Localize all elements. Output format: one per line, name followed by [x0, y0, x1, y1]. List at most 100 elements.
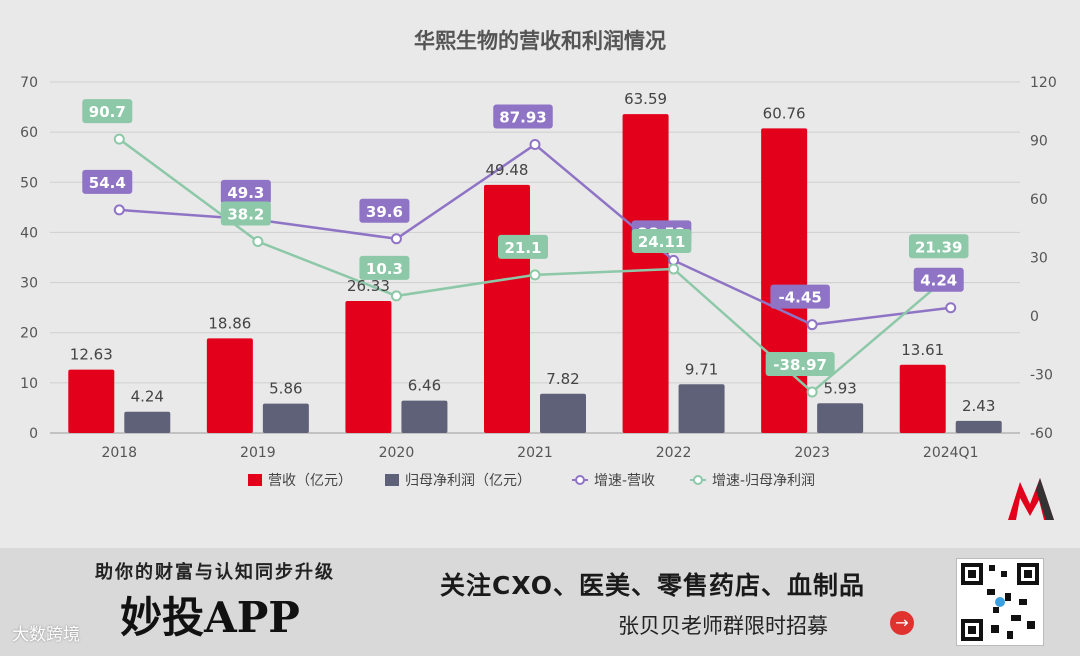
bar: [955, 420, 1002, 433]
bar-data-label: 4.24: [131, 388, 164, 406]
y-right-tick-label: -30: [1030, 368, 1053, 384]
point-data-label: 49.3: [227, 184, 264, 202]
point-data-label: 54.4: [89, 174, 126, 192]
banner-topics: 关注CXO、医美、零售药店、血制品: [440, 571, 865, 600]
legend-entry: 归母净利润（亿元）: [405, 472, 531, 489]
bar: [68, 369, 115, 433]
point-label-box: [220, 201, 271, 226]
watermark: 大数跨境: [12, 625, 80, 645]
y-right-tick-label: 30: [1030, 251, 1048, 267]
bar-data-label: 63.59: [624, 90, 667, 108]
y-left-tick-label: 50: [20, 175, 38, 191]
point-label-box: [913, 267, 964, 292]
bar-data-label: 2.43: [962, 397, 995, 415]
bar-data-label: 12.63: [70, 346, 113, 364]
chart: 华熙生物的营收和利润情况 0 10 20 30 40 50 60 70 -60 -30 0 30 60 9…: [20, 29, 1057, 489]
x-tick-label: 2018: [101, 445, 137, 461]
data-point: [806, 319, 818, 331]
point-data-label: 4.24: [920, 272, 957, 290]
chart-title: 华熙生物的营收和利润情况: [414, 29, 666, 53]
bar: [206, 338, 253, 433]
bar-data-label: 18.86: [208, 314, 251, 332]
bar: [262, 403, 309, 433]
point-data-label: 21.1: [504, 239, 541, 257]
point-label-box: [359, 255, 410, 280]
data-point: [252, 236, 264, 248]
y-right-tick-label: 60: [1030, 192, 1048, 208]
y-right-tick-label: 120: [1030, 75, 1057, 91]
data-point: [945, 302, 957, 314]
point-data-label: 21.39: [915, 238, 962, 256]
point-label-box: [82, 99, 133, 124]
x-tick-label: 2024Q1: [923, 445, 979, 461]
y-left-tick-label: 10: [20, 376, 38, 392]
y-left-tick-label: 60: [20, 125, 38, 141]
data-point: [529, 139, 541, 151]
brand-logo: [1008, 478, 1054, 520]
point-data-label: 38.2: [227, 206, 264, 224]
bar-data-label: 13.61: [901, 341, 944, 359]
point-label-box: [82, 169, 133, 194]
y-left-tick-label: 70: [20, 75, 38, 91]
bar: [401, 400, 448, 433]
point-data-label: 24.11: [638, 233, 685, 251]
point-label-box: [498, 234, 548, 259]
bar: [540, 393, 586, 433]
bar-data-label: 6.46: [408, 377, 441, 395]
banner-slogan: 助你的财富与认知同步升级: [95, 562, 335, 583]
y-left-tick-label: 0: [29, 426, 38, 442]
y-right-tick-label: 0: [1030, 309, 1039, 325]
legend-entry: 营收（亿元）: [268, 473, 352, 489]
point-label-box: [493, 104, 553, 129]
bar: [345, 300, 392, 433]
point-data-label: -38.97: [773, 356, 827, 374]
legend-marker: [693, 475, 703, 485]
bar-data-label: 49.48: [486, 161, 529, 179]
bar: [899, 364, 946, 433]
y-left-tick-label: 20: [20, 326, 38, 342]
bar: [817, 403, 864, 433]
arrow-right-icon: →: [890, 611, 914, 635]
legend-entry: 增速-归母净利润: [712, 472, 815, 489]
bar-data-label: 5.93: [823, 379, 856, 397]
point-label-box: [908, 234, 969, 259]
data-point: [668, 263, 680, 275]
y-left-tick-label: 30: [20, 276, 38, 292]
x-tick-label: 2022: [656, 445, 692, 461]
y-right-tick-label: -60: [1030, 426, 1053, 442]
bar-data-label: 26.33: [347, 277, 390, 295]
y-left-tick-label: 40: [20, 225, 38, 241]
legend-swatch: [385, 474, 399, 486]
point-label-box: [359, 198, 410, 223]
x-tick-label: 2020: [379, 445, 415, 461]
bar: [678, 384, 725, 433]
banner-recruit: 张贝贝老师群限时招募: [618, 614, 828, 638]
data-point: [390, 290, 402, 302]
x-tick-label: 2019: [240, 445, 276, 461]
legend-swatch: [248, 474, 262, 486]
data-point: [806, 386, 818, 398]
point-label-box: [631, 228, 692, 253]
bar-data-label: 5.86: [269, 380, 302, 398]
point-data-label: 90.7: [89, 103, 126, 121]
bar: [484, 184, 530, 433]
point-data-label: 39.6: [366, 203, 403, 221]
x-tick-label: 2021: [517, 445, 553, 461]
bar-data-label: 60.76: [763, 104, 806, 122]
data-point: [390, 233, 402, 245]
promo-banner: 助你的财富与认知同步升级 妙投APP 关注CXO、医美、零售药店、血制品 张贝贝…: [0, 548, 1080, 656]
point-label-box: [220, 179, 271, 204]
data-point: [113, 133, 125, 145]
point-label-box: [765, 351, 835, 376]
bar-data-label: 9.71: [685, 360, 718, 378]
bar: [124, 411, 171, 433]
point-data-label: 10.3: [366, 260, 403, 278]
x-tick-label: 2023: [794, 445, 830, 461]
point-data-label: 87.93: [499, 109, 546, 127]
legend-marker: [575, 475, 585, 485]
legend-entry: 增速-营收: [594, 473, 655, 489]
bar-data-label: 7.82: [546, 370, 579, 388]
data-point: [529, 269, 541, 281]
bar: [761, 128, 808, 433]
qr-code-icon: [956, 558, 1044, 646]
